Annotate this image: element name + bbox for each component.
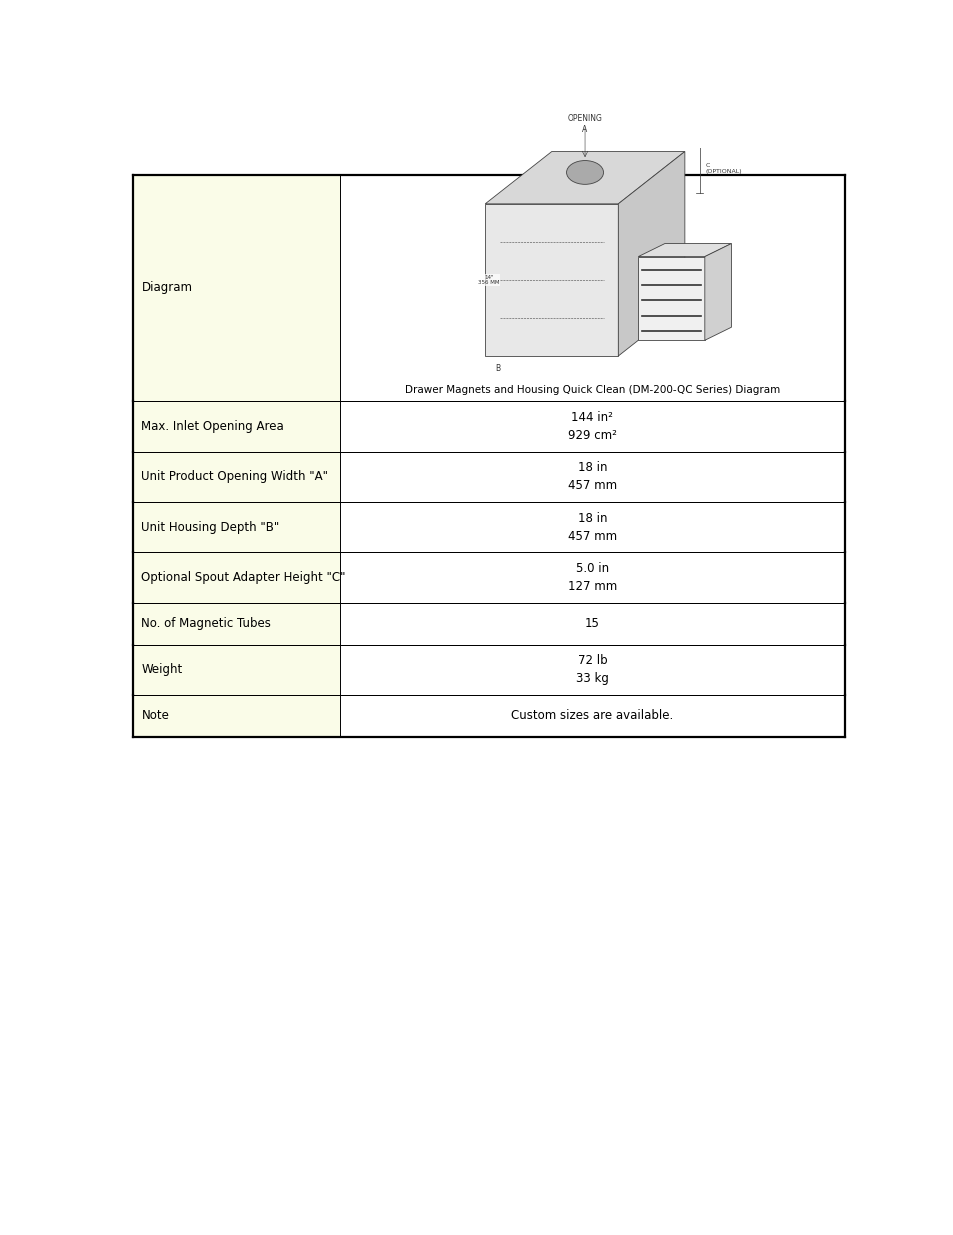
Text: B: B (495, 363, 499, 373)
Bar (132, 603, 339, 645)
Bar (132, 175, 339, 401)
Text: 15: 15 (584, 618, 599, 630)
Bar (339, 645, 844, 695)
Text: 14"
356 MM: 14" 356 MM (477, 274, 499, 285)
Bar (339, 501, 844, 552)
Bar (132, 452, 339, 501)
Text: No. of Magnetic Tubes: No. of Magnetic Tubes (141, 618, 271, 630)
Bar (339, 452, 844, 501)
Polygon shape (704, 243, 731, 341)
Text: Unit Housing Depth "B": Unit Housing Depth "B" (141, 521, 279, 534)
Bar (132, 645, 339, 695)
Text: Note: Note (141, 709, 169, 722)
Text: Custom sizes are available.: Custom sizes are available. (511, 709, 673, 722)
Text: A: A (581, 126, 587, 135)
Text: OPENING: OPENING (567, 114, 602, 124)
Bar (339, 603, 844, 645)
Text: Optional Spout Adapter Height "C": Optional Spout Adapter Height "C" (141, 571, 346, 584)
Polygon shape (485, 152, 684, 204)
Text: Weight: Weight (141, 663, 182, 677)
Polygon shape (618, 152, 684, 356)
Bar (339, 175, 844, 401)
Text: Max. Inlet Opening Area: Max. Inlet Opening Area (141, 420, 284, 432)
Text: C
(OPTIONAL): C (OPTIONAL) (705, 163, 741, 174)
Bar (638, 257, 704, 341)
Bar (132, 695, 339, 737)
Bar (339, 695, 844, 737)
Polygon shape (638, 243, 731, 257)
Bar (485, 204, 618, 356)
Bar (339, 552, 844, 603)
Ellipse shape (566, 161, 603, 184)
Text: 18 in
457 mm: 18 in 457 mm (567, 461, 617, 493)
Text: Diagram: Diagram (141, 282, 193, 294)
Text: 18 in
457 mm: 18 in 457 mm (567, 511, 617, 542)
Bar (132, 552, 339, 603)
Text: Drawer Magnets and Housing Quick Clean (DM-200-QC Series) Diagram: Drawer Magnets and Housing Quick Clean (… (404, 385, 780, 395)
Bar (132, 501, 339, 552)
Text: Unit Product Opening Width "A": Unit Product Opening Width "A" (141, 471, 328, 483)
Text: 72 lb
33 kg: 72 lb 33 kg (576, 655, 608, 685)
Text: 144 in²
929 cm²: 144 in² 929 cm² (567, 411, 617, 442)
Bar (339, 401, 844, 452)
Text: 5.0 in
127 mm: 5.0 in 127 mm (567, 562, 617, 593)
Bar (132, 401, 339, 452)
